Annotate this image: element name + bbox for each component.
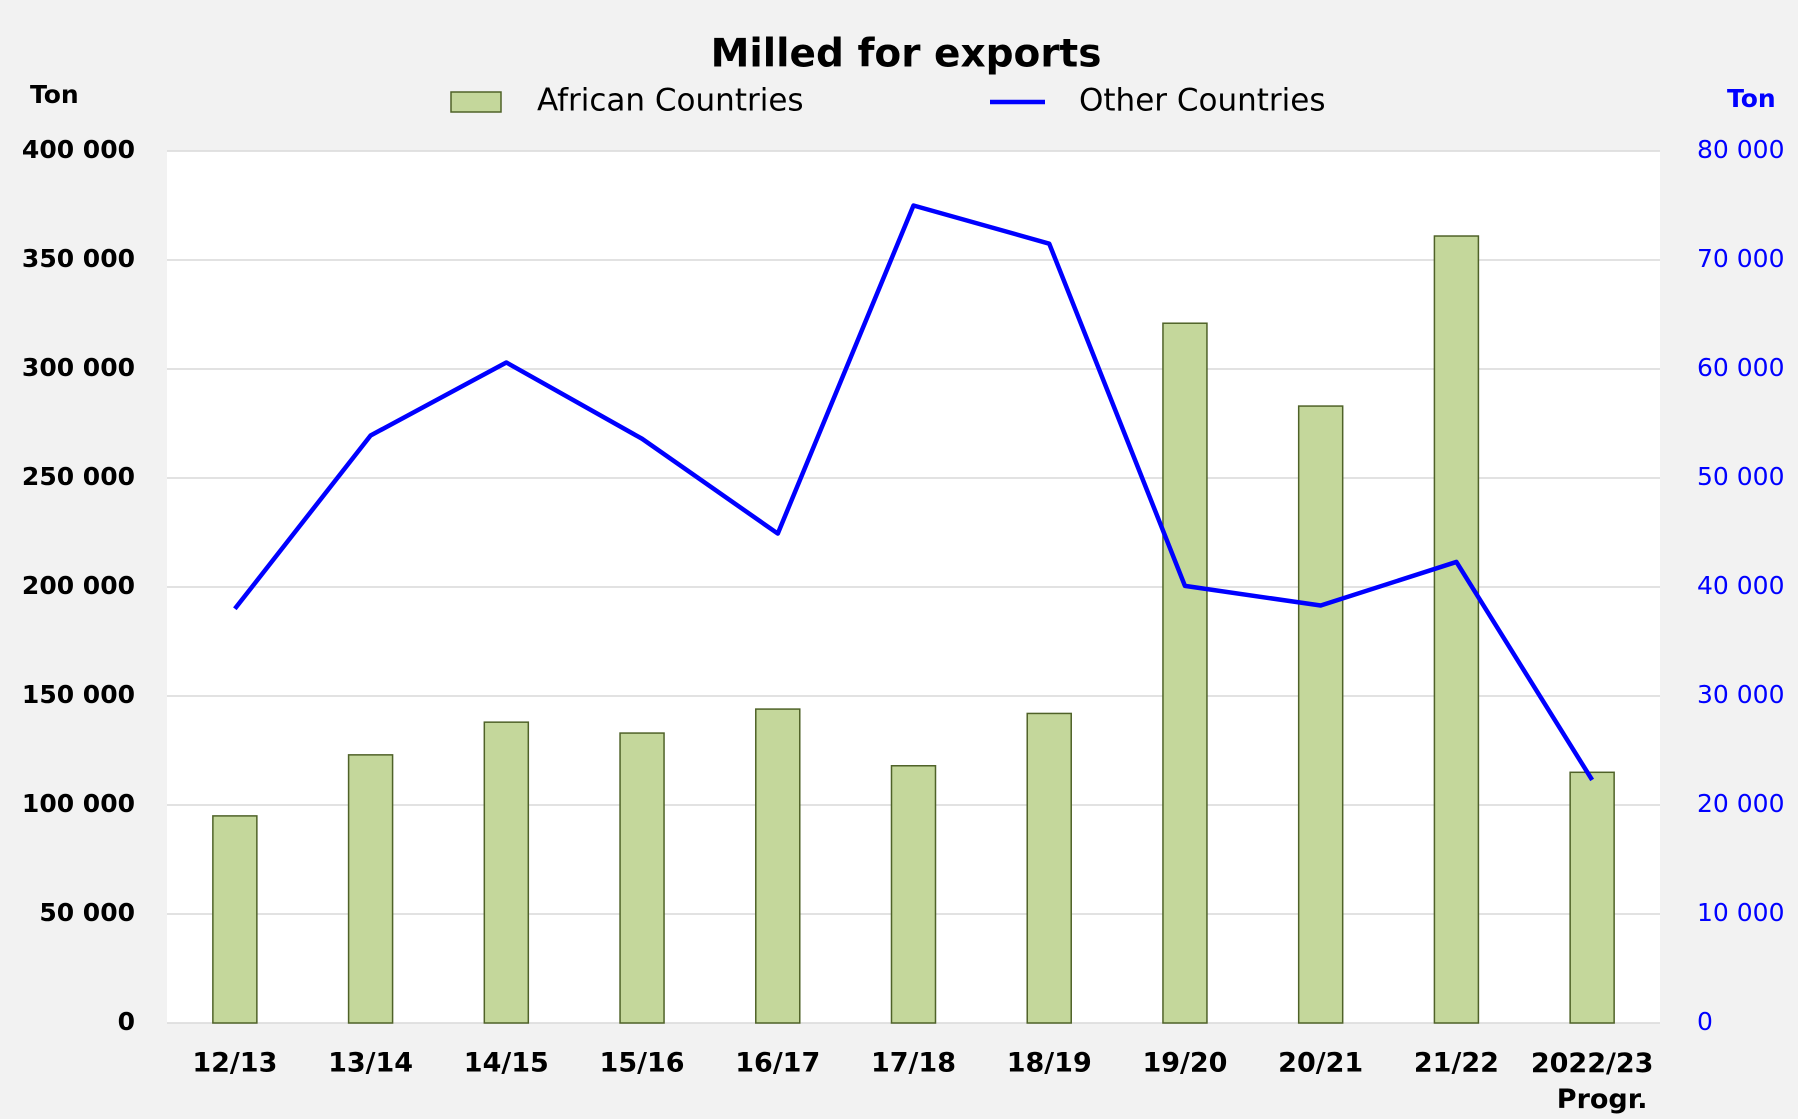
y2-tick-label: 0 <box>1697 1007 1713 1036</box>
x-tick-label: 17/18 <box>871 1048 956 1079</box>
y-tick-label: 150 000 <box>22 680 135 709</box>
bar <box>1162 322 1208 1024</box>
x-tick-label: 21/22 <box>1414 1048 1499 1079</box>
y2-tick-label: 50 000 <box>1697 462 1784 491</box>
y-tick-label: 100 000 <box>22 789 135 818</box>
bar <box>1026 712 1072 1024</box>
x-tick-label: 20/21 <box>1278 1048 1363 1079</box>
legend-swatch <box>450 91 502 113</box>
x-tick-label: 2022/23 Progr. <box>1531 1048 1654 1115</box>
y2-tick-label: 70 000 <box>1697 244 1784 273</box>
y2-tick-label: 40 000 <box>1697 571 1784 600</box>
bar <box>1433 235 1480 1024</box>
y2-tick-label: 80 000 <box>1697 135 1784 164</box>
x-tick-label: 12/13 <box>192 1048 277 1079</box>
x-tick-label: 18/19 <box>1007 1048 1092 1079</box>
legend-label: African Countries <box>537 83 804 119</box>
y2-tick-label: 30 000 <box>1697 680 1784 709</box>
x-tick-label: 13/14 <box>328 1048 413 1079</box>
bar <box>890 765 937 1024</box>
bar <box>212 815 258 1024</box>
bar <box>755 708 801 1024</box>
x-tick-label: 15/16 <box>600 1048 685 1079</box>
bar <box>347 754 394 1024</box>
y2-tick-label: 10 000 <box>1697 898 1784 927</box>
x-tick-label: 16/17 <box>735 1048 820 1079</box>
y-tick-label: 350 000 <box>22 244 135 273</box>
bar <box>1297 405 1344 1024</box>
x-tick-label: 14/15 <box>464 1048 549 1079</box>
y2-tick-label: 60 000 <box>1697 353 1784 382</box>
bar <box>1569 771 1615 1024</box>
y-tick-label: 400 000 <box>22 135 135 164</box>
bar <box>619 732 665 1024</box>
y2-tick-label: 20 000 <box>1697 789 1784 818</box>
y-axis-label: Ton <box>30 80 79 109</box>
line <box>233 203 1595 782</box>
chart-title: Milled for exports <box>711 32 1102 77</box>
legend-label: Other Countries <box>1079 83 1326 119</box>
y-tick-label: 50 000 <box>39 898 135 927</box>
x-tick-label: 19/20 <box>1142 1048 1227 1079</box>
bar <box>483 721 530 1024</box>
y2-axis-label: Ton <box>1727 84 1776 113</box>
y-tick-label: 0 <box>118 1007 135 1036</box>
y-tick-label: 200 000 <box>22 571 135 600</box>
y-tick-label: 300 000 <box>22 353 135 382</box>
y-tick-label: 250 000 <box>22 462 135 491</box>
